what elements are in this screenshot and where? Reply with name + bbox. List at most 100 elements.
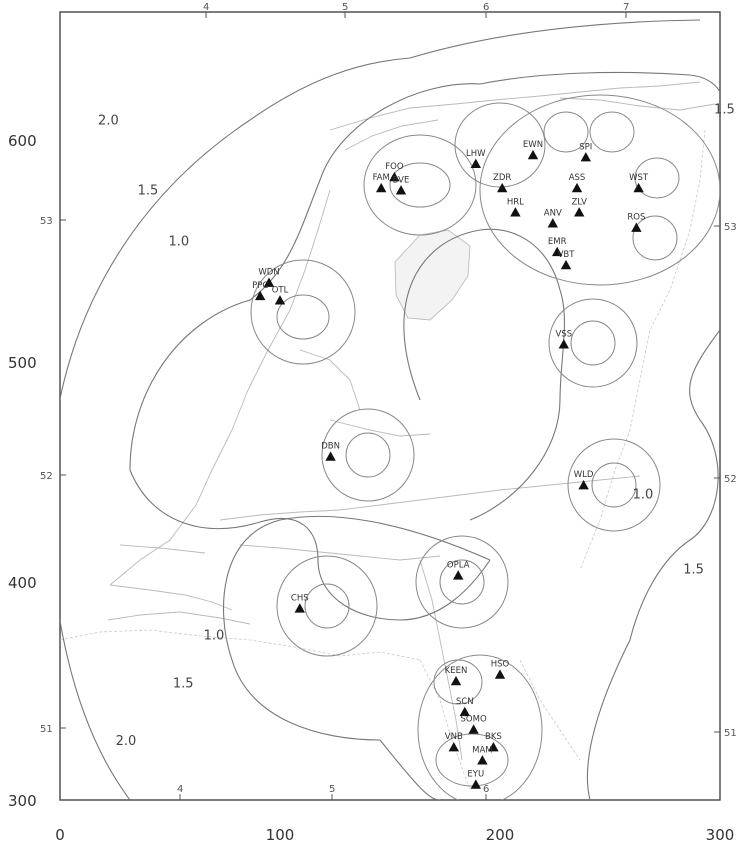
- contour-1-0-vss: [548, 298, 638, 388]
- triangle-icon: [389, 171, 400, 182]
- contour-1-5-south: [223, 515, 491, 800]
- contour-1-0-dbn: [321, 408, 415, 502]
- station-label: WDN: [258, 268, 279, 278]
- contour-1-0-wdn: [250, 259, 356, 365]
- contour-label: 1.5: [138, 184, 159, 199]
- y-tick-600: 600: [8, 132, 37, 150]
- station-label: SOMO: [461, 715, 487, 725]
- triangle-icon: [450, 675, 462, 686]
- triangle-icon: [558, 339, 569, 349]
- latitude-right: 53 52 51: [714, 222, 737, 739]
- coastline-layer: [60, 81, 716, 791]
- contour-1-0-foo: [363, 134, 477, 236]
- station-label: ANV: [544, 208, 562, 218]
- triangle-icon: [571, 182, 583, 193]
- x-tick-100: 100: [266, 826, 295, 844]
- contour-labels: 2.0 1.5 1.0 1.5 1.0 1.5 1.0 1.5 2.0: [98, 102, 735, 749]
- station-wdn: WDN: [258, 268, 280, 287]
- station-label: EWN: [523, 140, 543, 150]
- station-lhw: LHW: [466, 149, 486, 169]
- triangle-icon: [459, 706, 470, 717]
- station-ros: ROS: [627, 213, 645, 232]
- contour-label: 1.5: [173, 677, 194, 692]
- station-label: HRL: [507, 197, 524, 207]
- triangle-icon: [560, 259, 572, 270]
- contour-1-0-wld: [567, 438, 661, 532]
- station-label: MAM: [472, 745, 492, 755]
- station-emr: EMR: [548, 237, 567, 257]
- station-otl: OTL: [272, 285, 289, 305]
- triangle-icon: [488, 741, 499, 752]
- contour-label: 2.0: [116, 734, 137, 749]
- contour-label: 1.5: [683, 562, 704, 577]
- station-keen: KEEN: [445, 666, 467, 686]
- contour-layer: [60, 19, 720, 800]
- triangle-icon: [580, 152, 591, 162]
- latitude-left: 53 52 51: [40, 216, 66, 735]
- triangle-icon: [578, 480, 589, 490]
- longitude-top: 4 5 6 7: [203, 2, 629, 18]
- station-label: OTL: [272, 285, 289, 295]
- contour-label: 1.0: [633, 487, 654, 502]
- station-label: PPC: [252, 281, 268, 291]
- station-label: ASS: [569, 173, 586, 183]
- lat-left-51: 51: [40, 724, 53, 735]
- station-label: ZLV: [571, 197, 587, 207]
- lat-left-52: 52: [40, 471, 53, 482]
- contour-1-0-south: [417, 654, 543, 800]
- triangle-icon: [633, 182, 644, 193]
- station-anv: ANV: [544, 208, 562, 228]
- ring-ewn: [543, 111, 589, 153]
- station-label: WST: [629, 173, 649, 183]
- triangle-icon: [453, 570, 464, 580]
- map-frame: [59, 11, 721, 801]
- station-label: FOO: [385, 162, 404, 172]
- y-tick-500: 500: [8, 354, 37, 372]
- station-label: DBN: [321, 442, 340, 452]
- y-tick-300: 300: [8, 792, 37, 810]
- triangle-icon: [510, 207, 521, 217]
- station-somo: SOMO: [461, 715, 487, 734]
- station-label: VSS: [555, 329, 572, 339]
- lon-bottom-6: 6: [483, 784, 489, 795]
- lon-top-6: 6: [483, 2, 489, 13]
- station-mam: MAM: [472, 745, 493, 765]
- station-label: WLD: [574, 470, 594, 480]
- station-label: BKS: [485, 732, 502, 742]
- triangle-icon: [497, 182, 508, 193]
- triangle-icon: [255, 290, 266, 301]
- station-scn: SCN: [456, 697, 474, 717]
- triangle-icon: [325, 451, 336, 461]
- contour-label: 1.0: [204, 628, 225, 643]
- station-vnb: VNB: [445, 732, 463, 752]
- contour-1-5-mid: [403, 228, 565, 521]
- y-tick-400: 400: [8, 574, 37, 592]
- x-tick-0: 0: [55, 826, 65, 844]
- station-vss: VSS: [555, 329, 572, 349]
- station-opla: OPLA: [447, 560, 470, 580]
- lat-left-53: 53: [40, 216, 53, 227]
- triangle-icon: [494, 669, 506, 679]
- triangle-icon: [294, 603, 305, 613]
- station-label: ROS: [627, 213, 645, 223]
- station-eyu: EYU: [467, 770, 484, 789]
- station-label: LHW: [466, 149, 486, 159]
- lon-top-7: 7: [623, 2, 629, 13]
- triangle-icon: [376, 182, 387, 193]
- station-label: SCN: [456, 697, 474, 707]
- contour-1-0-opla: [415, 535, 509, 629]
- station-ass: ASS: [569, 173, 586, 193]
- lon-top-5: 5: [342, 2, 348, 13]
- station-vbt: VBT: [558, 250, 575, 270]
- ring-vnb: [435, 733, 509, 787]
- triangle-icon: [631, 222, 642, 232]
- station-bks: BKS: [485, 732, 502, 752]
- station-zdr: ZDR: [493, 173, 511, 193]
- triangle-icon: [477, 755, 488, 765]
- station-label: ZDR: [493, 173, 511, 183]
- contour-1-5-east: [586, 329, 720, 800]
- triangle-icon: [274, 295, 286, 305]
